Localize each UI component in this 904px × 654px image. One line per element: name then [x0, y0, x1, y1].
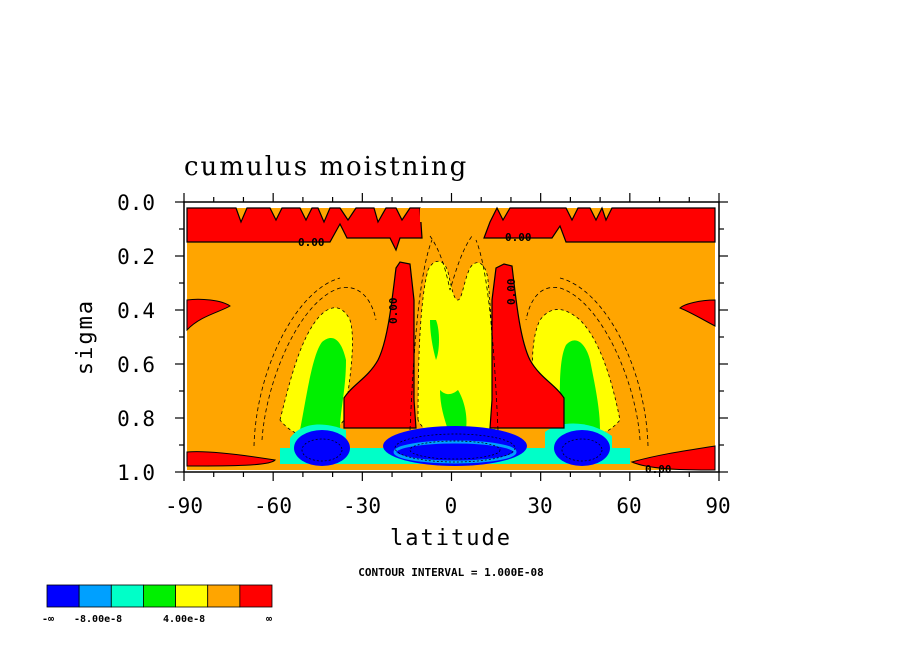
- region-upper-orange-gap: [420, 208, 484, 222]
- region-central-blue: [383, 426, 527, 466]
- colorbar-swatch: [110, 584, 144, 608]
- colorbar-swatch: [175, 584, 209, 608]
- x-tick-label: -30: [343, 494, 381, 518]
- contour-label: 0.00: [505, 279, 518, 306]
- colorbar-label: -8.00e-8: [74, 614, 122, 625]
- region-central-green-mid: [440, 390, 467, 430]
- region-bottom-right-red: [630, 445, 716, 471]
- region-right-edge-red: [679, 299, 716, 327]
- contour-interval-caption: CONTOUR INTERVAL = 1.000E-08: [358, 566, 543, 579]
- colorbar-swatch: [239, 584, 273, 608]
- contour-label: 0.00: [387, 298, 400, 325]
- blue-contours: [301, 433, 603, 463]
- y-tick-label: 0.6: [117, 353, 155, 377]
- x-tick-label: 60: [616, 494, 641, 518]
- x-tick-labels: -90 -60 -30 0 30 60 90: [165, 494, 731, 518]
- contour-label: 0.00: [505, 231, 532, 244]
- y-tick-label: 1.0: [117, 461, 155, 485]
- colorbar-swatch: [143, 584, 176, 608]
- colorbar-swatch: [78, 584, 112, 608]
- y-tick-label: 0.2: [117, 245, 155, 269]
- x-axis-label: latitude: [390, 526, 512, 551]
- colorbar-swatch: [46, 584, 80, 608]
- region-left-green: [300, 338, 346, 442]
- colorbar-label: ∞: [266, 614, 272, 625]
- region-central-green-left: [430, 320, 439, 360]
- region-central-lightblue: [393, 440, 517, 464]
- y-tick-labels: 0.0 0.2 0.4 0.6 0.8 1.0: [117, 191, 155, 485]
- region-upper-red-band: [186, 207, 423, 252]
- y-tick-label: 0.8: [117, 407, 155, 431]
- contour-field: [186, 206, 716, 471]
- region-upper-red-band-right: [483, 206, 716, 243]
- contour-lines: [253, 235, 649, 447]
- y-tick-label: 0.4: [117, 299, 155, 323]
- y-tick-label: 0.0: [117, 191, 155, 215]
- contour-labels: 0.00 0.00 0.00 0.00 0.00: [298, 231, 672, 476]
- region-right-green: [559, 340, 600, 442]
- region-left-red-column: [343, 261, 417, 429]
- region-right-blue: [554, 430, 610, 466]
- x-tick-label: -60: [254, 494, 292, 518]
- x-tick-label: 0: [445, 494, 458, 518]
- colorbar-label: 4.00e-8: [163, 614, 205, 625]
- colorbar-labels: -∞ -8.00e-8 4.00e-8 ∞: [42, 614, 272, 625]
- y-axis-label: sigma: [73, 299, 98, 375]
- region-left-edge-red: [186, 298, 231, 332]
- x-tick-label: -90: [165, 494, 203, 518]
- colorbar: [46, 584, 273, 608]
- x-tick-label: 90: [705, 494, 730, 518]
- contour-label: 0.00: [298, 236, 325, 249]
- colorbar-swatch: [207, 584, 241, 608]
- axis-ticks: [175, 193, 728, 481]
- contour-label: 0.00: [645, 463, 672, 476]
- region-right-red-column: [489, 263, 565, 429]
- region-bottom-left-red: [186, 451, 276, 467]
- region-left-blue: [294, 430, 350, 466]
- x-tick-label: 30: [527, 494, 552, 518]
- chart-title: cumulus moistning: [184, 152, 468, 182]
- colorbar-label: -∞: [42, 614, 54, 625]
